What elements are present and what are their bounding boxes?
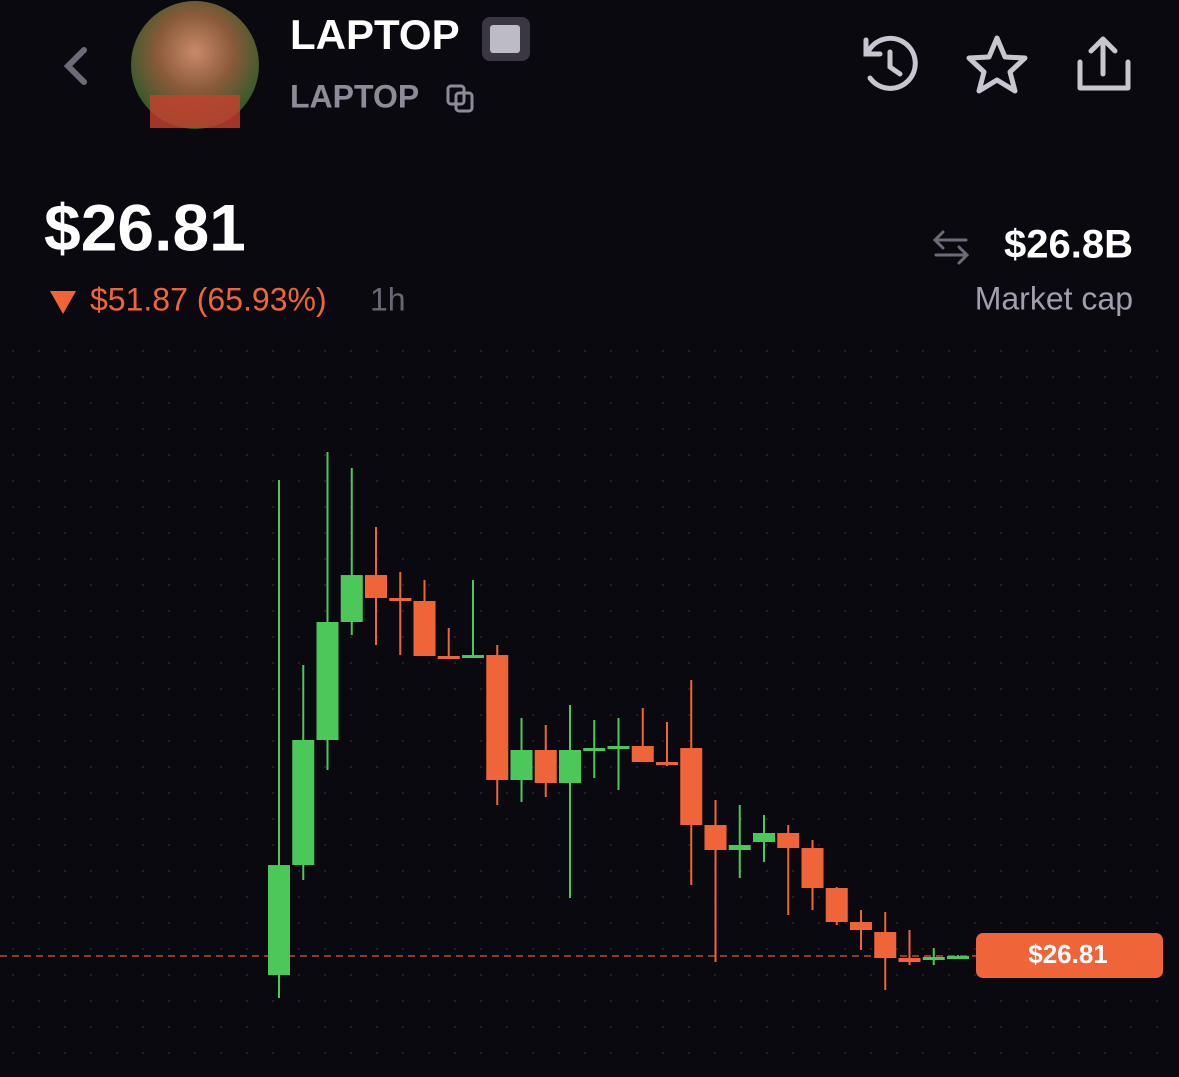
badge-icon: [490, 25, 520, 53]
candle-body: [680, 748, 703, 826]
swap-icon[interactable]: [932, 230, 970, 265]
candle-body: [753, 832, 775, 843]
market-cap-value: $26.8B: [1004, 223, 1133, 267]
candle-body: [389, 597, 412, 602]
candle-body: [583, 748, 606, 752]
period: 1h: [370, 281, 406, 317]
token-ticker: LAPTOP: [290, 78, 419, 114]
copy-icon[interactable]: [446, 84, 474, 113]
candle-body: [801, 848, 824, 889]
candle-body: [922, 957, 945, 961]
candle-body: [874, 932, 897, 959]
market-cap-label: Market cap: [975, 280, 1133, 316]
avatar-shirt: [150, 95, 240, 128]
candle-body: [365, 575, 387, 598]
token-name: LAPTOP: [290, 11, 460, 58]
candle-body: [413, 601, 436, 657]
candle-body: [607, 746, 630, 750]
price: $26.81: [44, 190, 246, 264]
candle-body: [898, 958, 921, 963]
favorite-icon[interactable]: [966, 35, 1028, 94]
candle-body: [316, 622, 339, 740]
candle-body: [340, 575, 363, 623]
back-button[interactable]: [63, 47, 87, 85]
candle-body: [559, 749, 581, 784]
candle-body: [486, 655, 509, 781]
candle-body: [777, 832, 800, 849]
candle-body: [947, 956, 969, 960]
candle-body: [728, 845, 751, 851]
candle-body: [268, 865, 290, 976]
candle-body: [656, 762, 678, 766]
candle-body: [437, 656, 460, 660]
candle-body: [825, 888, 848, 923]
candle-body: [510, 749, 533, 781]
share-icon[interactable]: [1077, 36, 1131, 91]
price-tag: [976, 933, 1163, 979]
down-arrow: [50, 291, 76, 314]
candle-body: [704, 825, 727, 851]
price-change: $51.87 (65.93%): [90, 281, 327, 317]
candle-body: [631, 746, 654, 763]
price-tag-label: $26.81: [1028, 939, 1108, 969]
candle-body: [534, 749, 557, 784]
candle-body: [850, 922, 872, 930]
candle-body: [292, 739, 315, 866]
candle-body: [462, 655, 484, 659]
history-icon[interactable]: [863, 35, 918, 91]
